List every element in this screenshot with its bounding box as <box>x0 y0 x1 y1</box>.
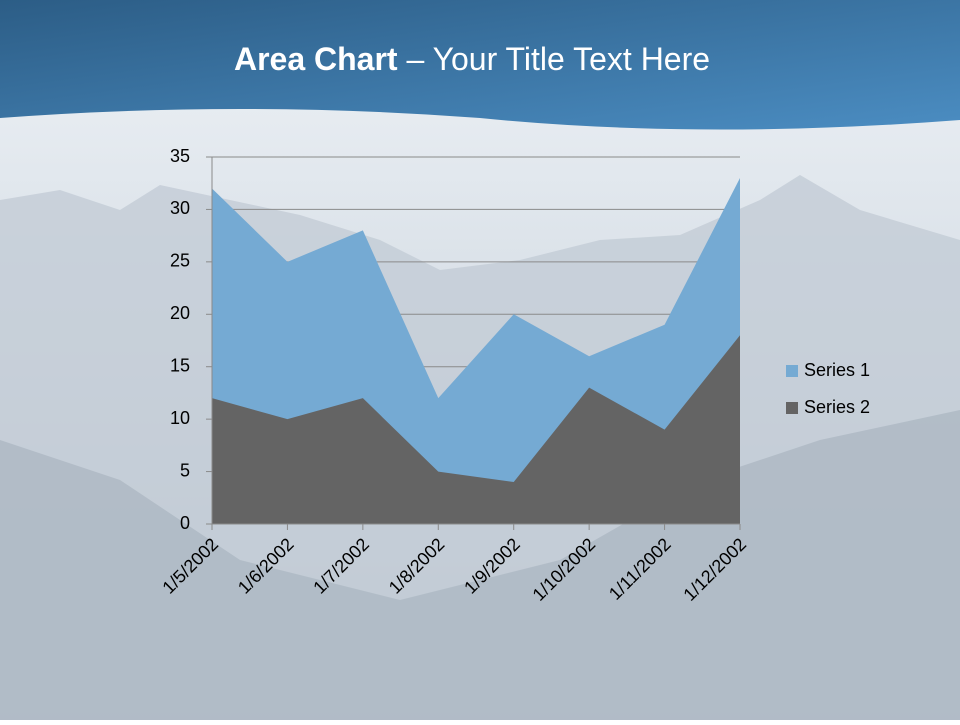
legend-swatch <box>786 402 798 414</box>
y-tick-label: 15 <box>170 355 190 375</box>
y-tick-label: 35 <box>170 146 190 166</box>
y-tick-label: 0 <box>180 513 190 533</box>
y-tick-label: 25 <box>170 251 190 271</box>
y-tick-label: 10 <box>170 408 190 428</box>
y-tick-label: 20 <box>170 303 190 323</box>
y-tick-label: 30 <box>170 198 190 218</box>
title-text: – Your Title Text Here <box>398 41 710 77</box>
area <box>212 335 740 524</box>
header-band <box>0 0 960 130</box>
title-emphasis: Area Chart <box>234 41 398 77</box>
legend-label: Series 1 <box>804 360 870 380</box>
legend-swatch <box>786 365 798 377</box>
legend-label: Series 2 <box>804 397 870 417</box>
y-tick-label: 5 <box>180 460 190 480</box>
slide-title: Area Chart – Your Title Text Here <box>234 41 710 77</box>
